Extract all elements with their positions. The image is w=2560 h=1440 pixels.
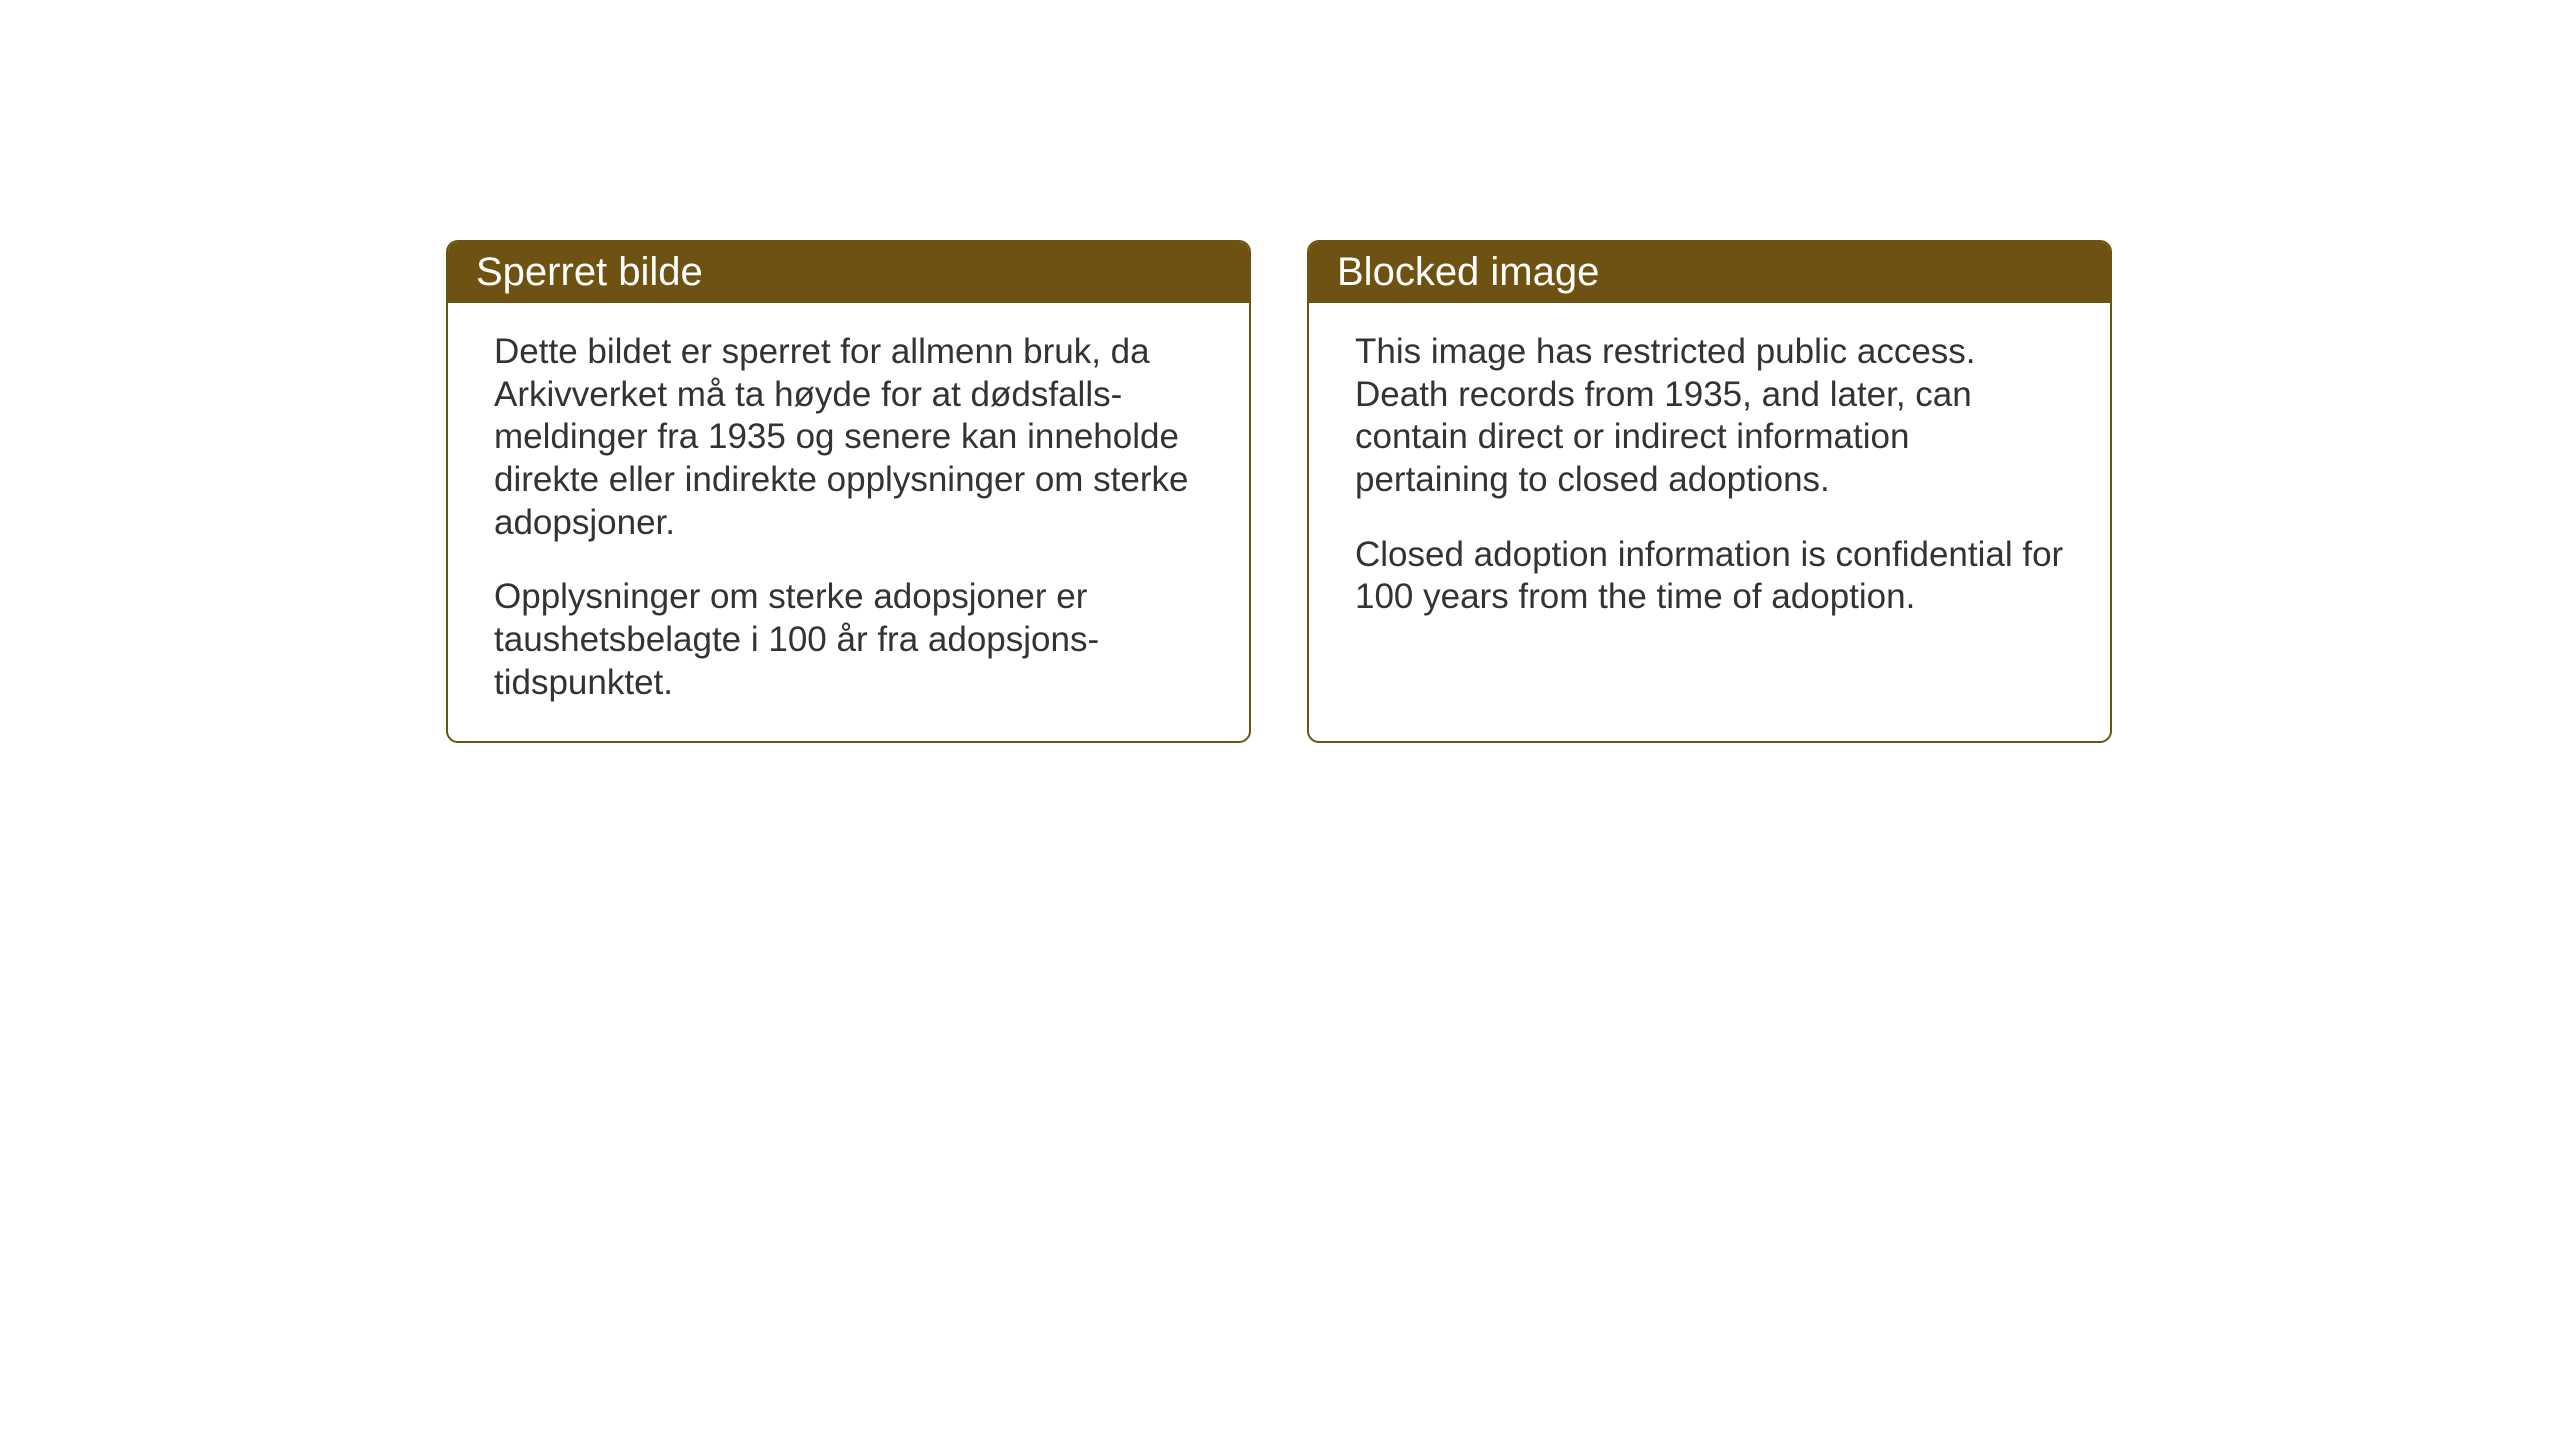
- english-paragraph-1: This image has restricted public access.…: [1355, 331, 2064, 502]
- norwegian-paragraph-2: Opplysninger om sterke adopsjoner er tau…: [494, 576, 1203, 704]
- english-panel-body: This image has restricted public access.…: [1309, 303, 2110, 655]
- english-panel: Blocked image This image has restricted …: [1307, 240, 2112, 743]
- norwegian-panel: Sperret bilde Dette bildet er sperret fo…: [446, 240, 1251, 743]
- norwegian-panel-title: Sperret bilde: [448, 242, 1249, 303]
- norwegian-paragraph-1: Dette bildet er sperret for allmenn bruk…: [494, 331, 1203, 544]
- english-paragraph-2: Closed adoption information is confident…: [1355, 534, 2064, 619]
- english-panel-title: Blocked image: [1309, 242, 2110, 303]
- norwegian-panel-body: Dette bildet er sperret for allmenn bruk…: [448, 303, 1249, 741]
- panels-container: Sperret bilde Dette bildet er sperret fo…: [446, 240, 2112, 743]
